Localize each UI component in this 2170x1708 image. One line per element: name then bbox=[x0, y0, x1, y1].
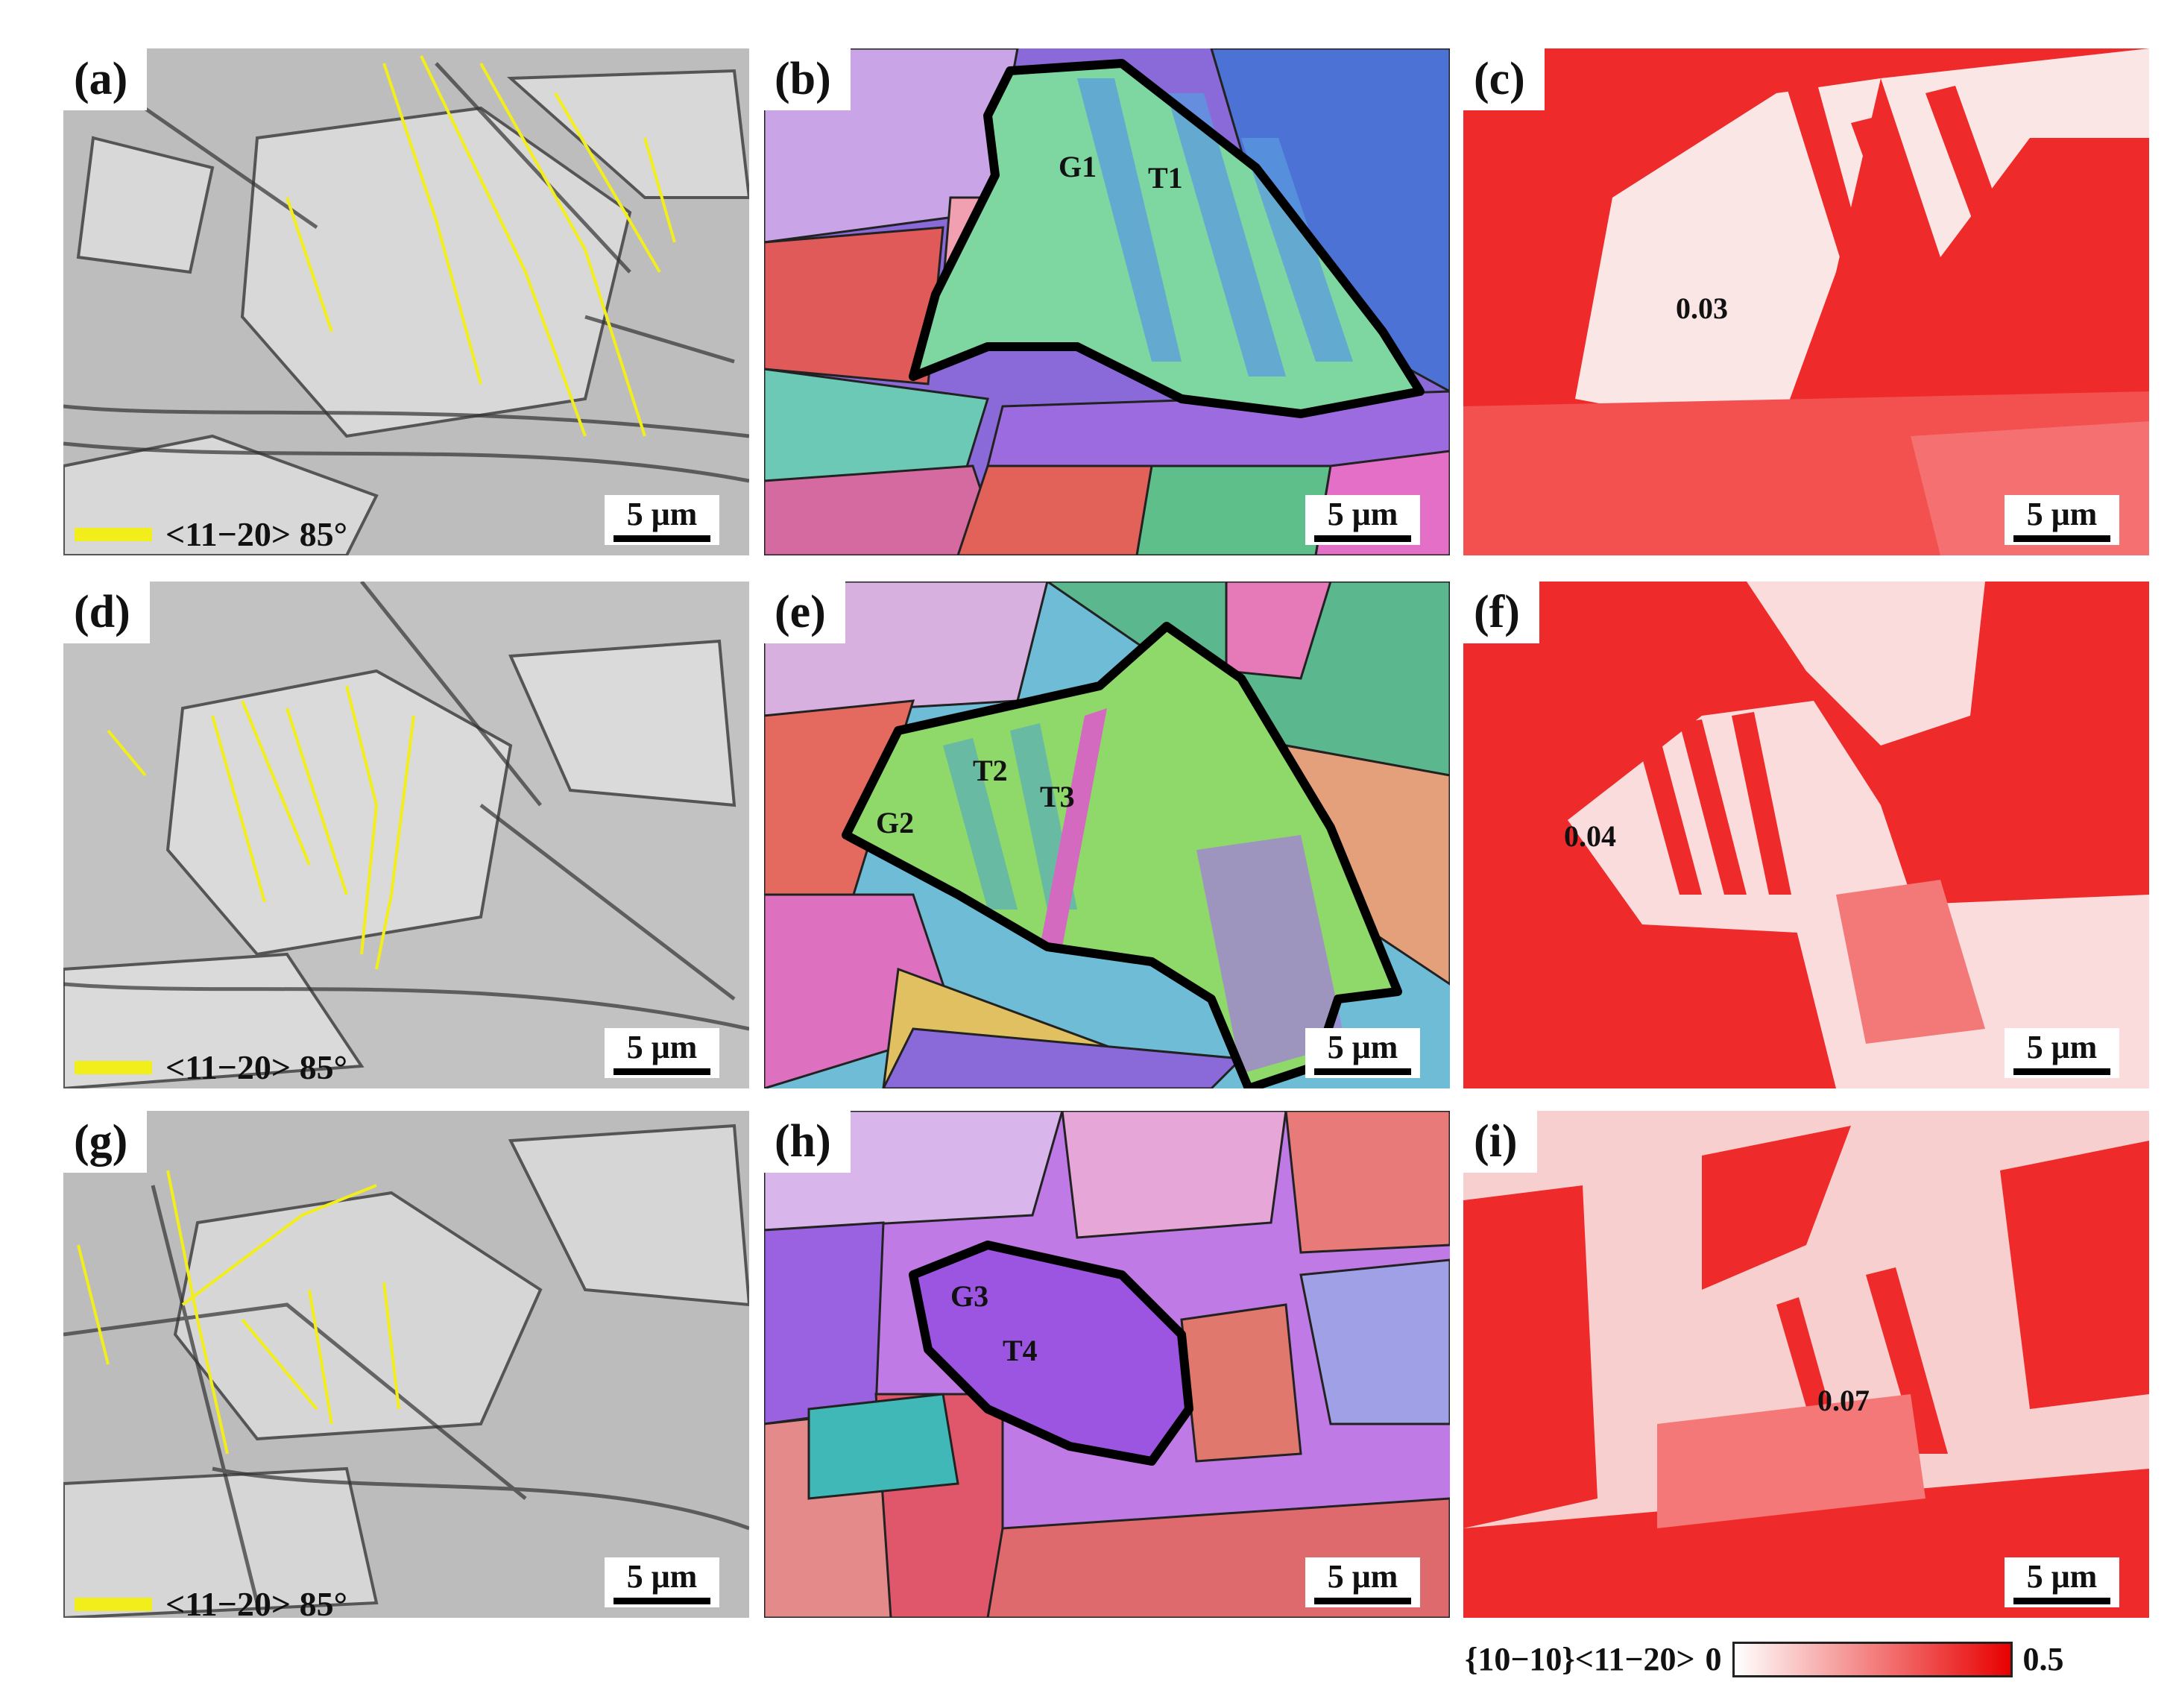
legend-text: <11−20> 85° bbox=[165, 1048, 347, 1086]
scale-bar: 5 μm bbox=[1305, 495, 1420, 545]
band-contrast-map bbox=[63, 1111, 749, 1618]
colorbar-gradient bbox=[1732, 1641, 2013, 1677]
scale-bar-line bbox=[1314, 1598, 1411, 1604]
panel-label: (b) bbox=[764, 48, 851, 110]
scale-bar: 5 μm bbox=[605, 1028, 719, 1078]
panel-label: (e) bbox=[764, 582, 845, 643]
scale-bar: 5 μm bbox=[605, 495, 719, 545]
scale-bar-line bbox=[614, 1598, 710, 1604]
grain-label-g1: G1 bbox=[1059, 150, 1097, 183]
twin-boundary-legend: <11−20> 85° bbox=[75, 1584, 347, 1624]
twin-label-t4: T4 bbox=[1003, 1334, 1038, 1367]
scale-bar: 5 μm bbox=[2005, 1028, 2119, 1078]
scale-bar: 5 μm bbox=[605, 1557, 719, 1607]
panel-i: (i) 0.07 5 μm bbox=[1463, 1111, 2149, 1618]
scale-bar-text: 5 μm bbox=[626, 496, 698, 532]
panel-label: (i) bbox=[1463, 1111, 1537, 1173]
scale-bar-line bbox=[614, 1068, 710, 1075]
colorbar-label: {10−10}<11−20> bbox=[1465, 1641, 1695, 1677]
legend-text: <11−20> 85° bbox=[165, 515, 347, 553]
panel-label: (a) bbox=[63, 48, 148, 110]
legend-swatch bbox=[75, 527, 152, 541]
scale-bar: 5 μm bbox=[2005, 1557, 2119, 1607]
scale-bar-text: 5 μm bbox=[2026, 1558, 2098, 1595]
scale-bar-line bbox=[2013, 1598, 2110, 1604]
grain-label-g2: G2 bbox=[876, 806, 915, 839]
colorbar-min: 0 bbox=[1705, 1641, 1722, 1677]
panel-label: (h) bbox=[764, 1111, 851, 1173]
twin-boundary-legend: <11−20> 85° bbox=[75, 1047, 347, 1087]
panel-g: (g) 5 μm bbox=[63, 1111, 749, 1618]
panel-c: (c) 0.03 5 μm bbox=[1463, 48, 2149, 555]
scale-bar: 5 μm bbox=[1305, 1557, 1420, 1607]
scale-bar-text: 5 μm bbox=[2026, 496, 2098, 532]
panel-b: (b) G1 T1 5 μm bbox=[764, 48, 1450, 555]
panel-e: (e) G2 T2 T3 5 μm bbox=[764, 582, 1450, 1088]
scale-bar-text: 5 μm bbox=[626, 1558, 698, 1595]
ipf-orientation-map bbox=[764, 1111, 1450, 1618]
panel-label: (c) bbox=[1463, 48, 1545, 110]
panel-label: (f) bbox=[1463, 582, 1539, 643]
scale-bar-line bbox=[2013, 535, 2110, 542]
twin-label-t3: T3 bbox=[1040, 780, 1075, 813]
panel-label: (d) bbox=[63, 582, 150, 643]
scale-bar-text: 5 μm bbox=[2026, 1029, 2098, 1065]
band-contrast-map bbox=[63, 582, 749, 1088]
scale-bar-line bbox=[1314, 1068, 1411, 1075]
scale-bar-line bbox=[1314, 535, 1411, 542]
legend-swatch bbox=[75, 1597, 152, 1611]
scale-bar-line bbox=[614, 535, 710, 542]
panel-h: (h) G3 T4 5 μm bbox=[764, 1111, 1450, 1618]
schmid-factor-map bbox=[1463, 1111, 2149, 1618]
panel-d: (d) 5 μm bbox=[63, 582, 749, 1088]
twin-label-t1: T1 bbox=[1148, 161, 1183, 195]
legend-text: <11−20> 85° bbox=[165, 1585, 347, 1623]
scale-bar-text: 5 μm bbox=[1327, 496, 1398, 532]
schmid-colorbar: {10−10}<11−20> 0 0.5 bbox=[1465, 1640, 2064, 1678]
ipf-orientation-map bbox=[764, 582, 1450, 1088]
band-contrast-map bbox=[63, 48, 749, 555]
colorbar-max: 0.5 bbox=[2022, 1641, 2064, 1677]
scale-bar: 5 μm bbox=[1305, 1028, 1420, 1078]
schmid-factor-map bbox=[1463, 48, 2149, 555]
scale-bar-line bbox=[2013, 1068, 2110, 1075]
scale-bar-text: 5 μm bbox=[626, 1029, 698, 1065]
schmid-value: 0.03 bbox=[1676, 292, 1728, 325]
scale-bar-text: 5 μm bbox=[1327, 1558, 1398, 1595]
twin-boundary-legend: <11−20> 85° bbox=[75, 514, 347, 554]
panel-a: (a) 5 μm bbox=[63, 48, 749, 555]
grain-label-g3: G3 bbox=[950, 1279, 989, 1313]
panel-label: (g) bbox=[63, 1111, 148, 1173]
twin-label-t2: T2 bbox=[973, 754, 1008, 787]
ipf-orientation-map bbox=[764, 48, 1450, 555]
schmid-value: 0.04 bbox=[1564, 819, 1616, 853]
scale-bar: 5 μm bbox=[2005, 495, 2119, 545]
panel-f: (f) 0.04 5 μm bbox=[1463, 582, 2149, 1088]
schmid-value: 0.07 bbox=[1817, 1384, 1870, 1417]
scale-bar-text: 5 μm bbox=[1327, 1029, 1398, 1065]
legend-swatch bbox=[75, 1060, 152, 1074]
